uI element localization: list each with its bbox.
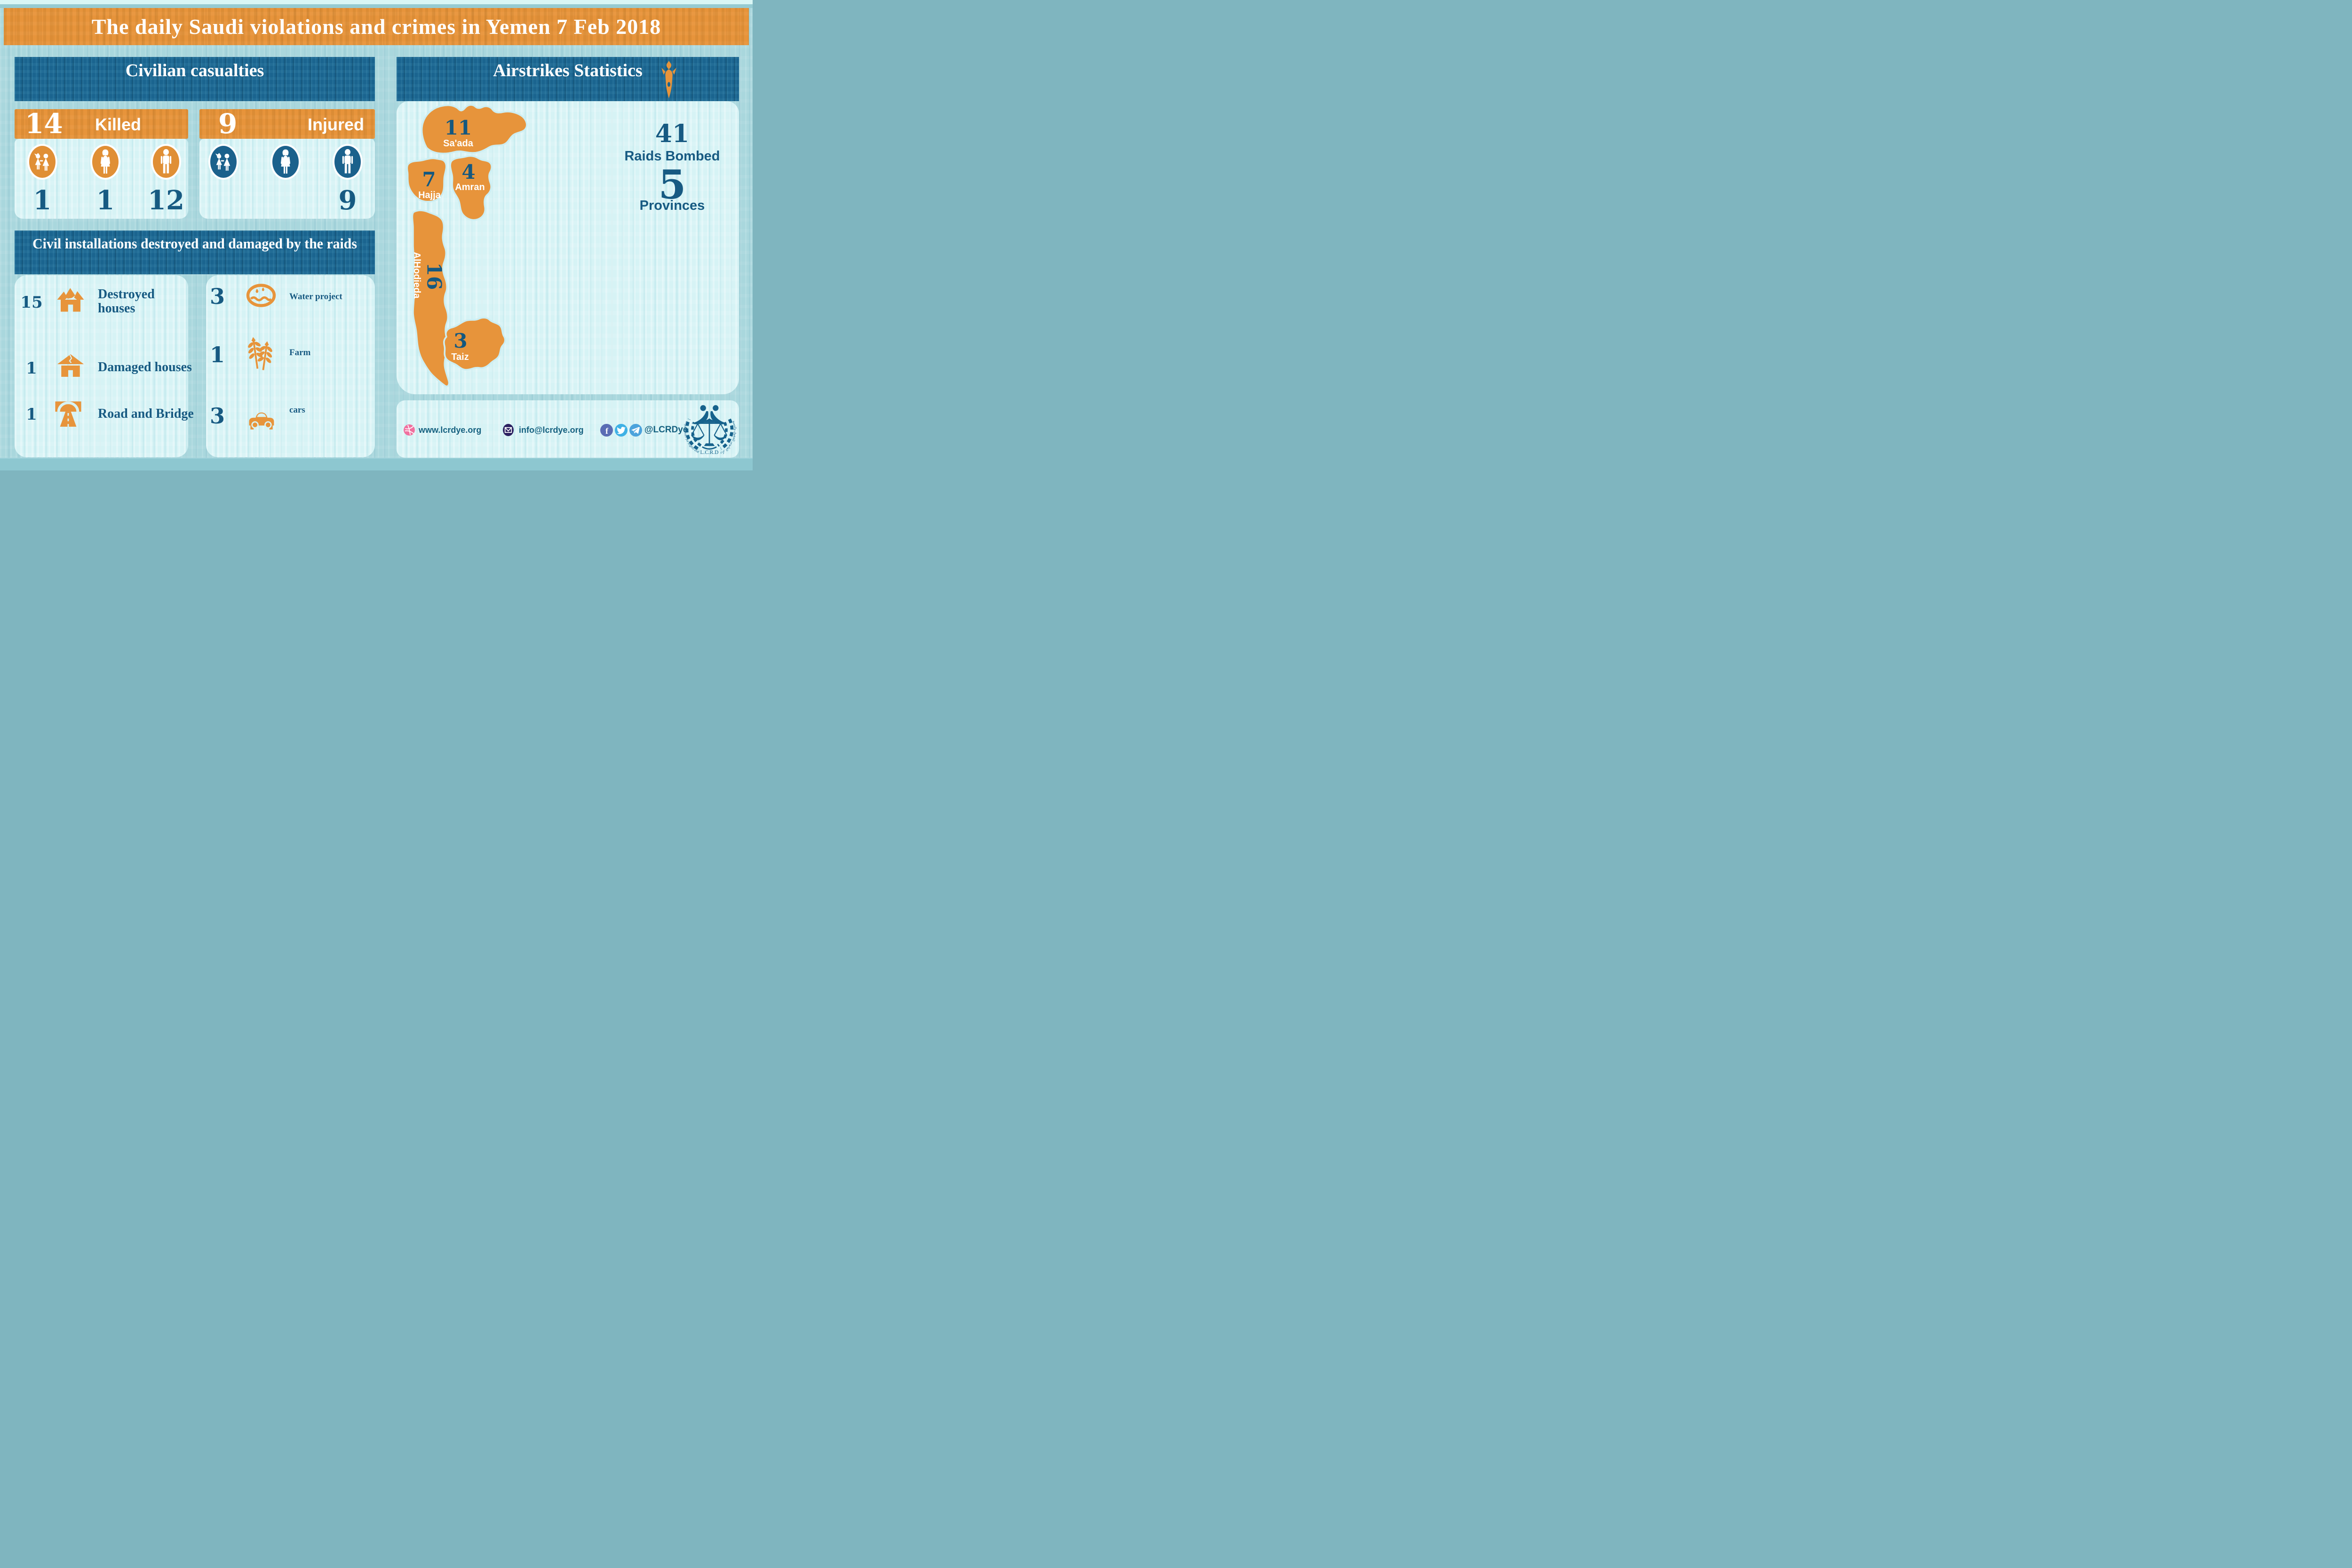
website-link[interactable]: www.lcrdye.org — [419, 425, 482, 435]
road-bridge-value: 1 — [26, 405, 37, 424]
cars-value: 3 — [209, 403, 225, 429]
alhodieda-value: 16 — [422, 263, 445, 290]
raids-bombed-value: 41 — [655, 119, 690, 148]
destroyed-house-icon — [55, 286, 86, 316]
email-icon[interactable] — [502, 423, 514, 439]
twitter-icon[interactable] — [615, 424, 628, 439]
infographic-poster: The daily Saudi violations and crimes in… — [0, 0, 753, 470]
saada-value: 11 — [445, 116, 472, 139]
injured-men-value: 9 — [338, 185, 357, 216]
airstrikes-map-panel: 11 Sa'ada 4 Amran 7 Hajja 16 AlHodieda 3… — [397, 101, 739, 394]
page-title: The daily Saudi violations and crimes in… — [91, 15, 661, 39]
amran-value: 4 — [461, 160, 475, 183]
injured-children-value — [202, 186, 245, 215]
facebook-icon[interactable]: f — [600, 424, 613, 439]
installation-row: 1 — [206, 333, 375, 375]
farm-value: 1 — [209, 342, 225, 367]
email-link[interactable]: info@lcrdye.org — [519, 425, 584, 435]
taiz-value: 3 — [453, 329, 467, 352]
installation-row: 15 Destroyed houses — [15, 279, 188, 324]
man-icon — [333, 144, 363, 180]
injured-label: Injured — [307, 115, 364, 134]
title-banner: The daily Saudi violations and crimes in… — [4, 8, 749, 45]
children-icon — [208, 144, 238, 180]
injured-bar: 9 Injured — [199, 109, 375, 139]
map-region-alhodieda — [411, 209, 450, 387]
woman-icon — [270, 144, 301, 180]
website-icon[interactable] — [403, 424, 415, 438]
map-region-hajja — [406, 157, 447, 203]
taiz-label: Taiz — [451, 352, 469, 362]
water-project-value: 3 — [209, 284, 225, 309]
lcrd-logo: Legal Center for Rights and Development … — [681, 399, 738, 458]
svg-text:f: f — [605, 426, 609, 436]
installations-header-label: Civil installations destroyed and damage… — [32, 235, 357, 252]
children-icon — [27, 144, 57, 180]
map-region-taiz — [443, 317, 506, 371]
airstrikes-header: Airstrikes Statistics — [397, 57, 739, 101]
hajja-value: 7 — [422, 168, 436, 191]
killed-children-value: 1 — [33, 185, 52, 216]
telegram-icon[interactable] — [629, 424, 642, 439]
installation-row: 3 cars — [206, 398, 375, 441]
hajja-label: Hajja — [418, 190, 441, 200]
farm-icon — [246, 335, 275, 373]
footer-band — [0, 458, 753, 470]
killed-women-value: 1 — [96, 185, 115, 216]
road-bridge-label: Road and Bridge — [98, 406, 194, 421]
destroyed-houses-value: 15 — [20, 293, 43, 312]
killed-panel: 1 1 12 — [15, 139, 188, 219]
damaged-houses-value: 1 — [26, 359, 37, 378]
amran-label: Amran — [455, 182, 485, 192]
contact-panel: www.lcrdye.org info@lcrdye.org f @ — [397, 399, 739, 458]
top-band — [0, 4, 753, 8]
raids-bombed-label: Raids Bombed — [624, 149, 720, 164]
airstrikes-header-label: Airstrikes Statistics — [493, 61, 643, 80]
farm-label: Farm — [289, 348, 311, 358]
installations-left-panel: 15 Destroyed houses 1 D — [15, 275, 194, 457]
killed-count: 14 — [25, 108, 63, 140]
top-strip — [0, 0, 753, 4]
logo-text: L.C.R.D — [700, 450, 719, 455]
installations-header: Civil installations destroyed and damage… — [15, 231, 375, 274]
casualties-header-label: Civilian casualties — [125, 61, 264, 80]
svg-text:Legal Center for Rights and De: Legal Center for Rights and Development — [681, 402, 700, 454]
social-handle[interactable]: @LCRDye — [644, 425, 688, 435]
destroyed-houses-label: Destroyed houses — [98, 287, 155, 316]
road-bridge-icon — [53, 399, 83, 429]
provinces-label: Provinces — [639, 198, 705, 213]
man-icon — [151, 144, 181, 180]
killed-bar: 14 Killed — [15, 109, 188, 139]
provinces-value: 5 — [658, 161, 686, 208]
water-project-label: Water project — [289, 292, 342, 302]
damaged-house-icon — [56, 352, 85, 381]
alhodieda-label: AlHodieda — [412, 252, 422, 299]
installations-right-panel: 3 Water project 1 — [206, 275, 375, 457]
logo-left-text: Legal Center for Rights and Development — [681, 399, 699, 454]
killed-men-value: 12 — [148, 185, 184, 216]
map-region-amran — [449, 155, 493, 221]
map-region-saada — [421, 104, 528, 154]
water-project-icon — [246, 283, 277, 310]
yemen-map: 11 Sa'ada 4 Amran 7 Hajja 16 AlHodieda 3… — [406, 104, 528, 387]
installation-row: 3 Water project — [206, 280, 375, 318]
killed-label: Killed — [95, 115, 141, 134]
bomb-icon — [659, 60, 679, 103]
injured-count: 9 — [218, 108, 238, 140]
car-icon — [246, 409, 277, 433]
woman-icon — [90, 144, 120, 180]
cars-label: cars — [289, 405, 305, 415]
installation-row: 1 Road and Bridge — [15, 394, 194, 434]
saada-label: Sa'ada — [443, 138, 474, 149]
casualties-header: Civilian casualties — [15, 57, 375, 101]
installation-row: 1 Damaged houses — [15, 349, 192, 386]
injured-panel: 9 — [199, 139, 375, 219]
damaged-houses-label: Damaged houses — [98, 360, 192, 374]
injured-women-value — [264, 186, 307, 215]
